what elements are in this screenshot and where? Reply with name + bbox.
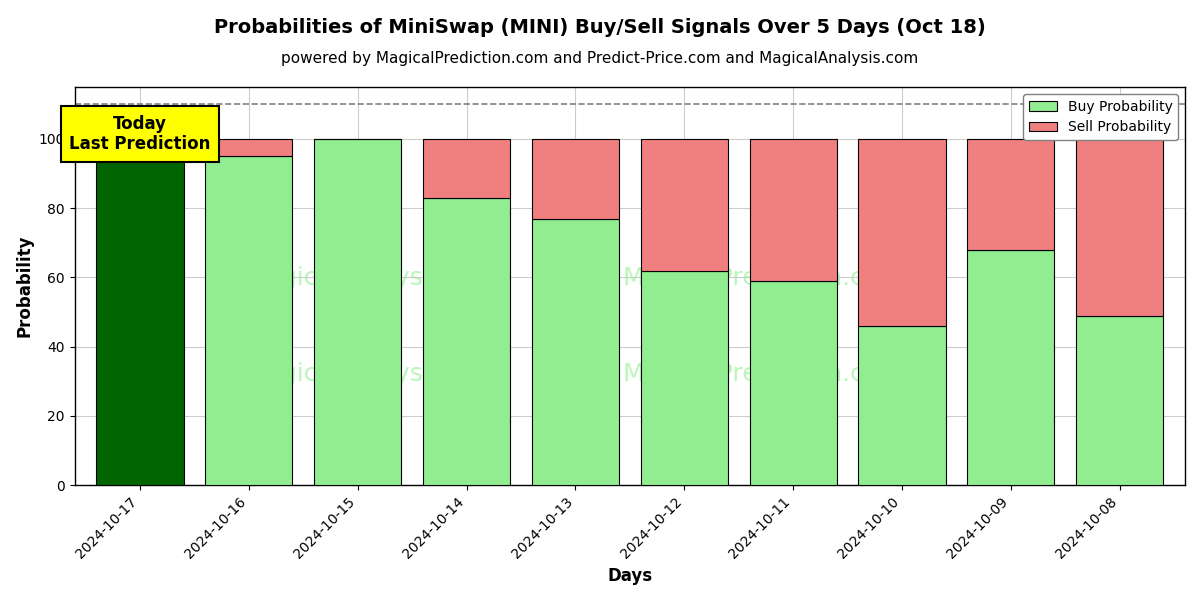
X-axis label: Days: Days [607,567,653,585]
Text: MagicalPrediction.com: MagicalPrediction.com [623,266,904,290]
Bar [532,139,619,218]
Bar [422,139,510,198]
Legend: Buy Probability, Sell Probability: Buy Probability, Sell Probability [1024,94,1178,140]
Bar [205,156,293,485]
Text: MagicalAnalysis.com: MagicalAnalysis.com [245,362,505,386]
Bar [641,271,727,485]
Bar [858,326,946,485]
Bar [422,198,510,485]
Text: powered by MagicalPrediction.com and Predict-Price.com and MagicalAnalysis.com: powered by MagicalPrediction.com and Pre… [281,51,919,66]
Text: MagicalPrediction.com: MagicalPrediction.com [623,362,904,386]
Bar [314,139,401,485]
Text: Today
Last Prediction: Today Last Prediction [70,115,211,154]
Bar [1076,316,1163,485]
Bar [96,139,184,160]
Y-axis label: Probability: Probability [16,235,34,337]
Bar [96,160,184,485]
Bar [1076,139,1163,316]
Bar [750,281,836,485]
Bar [641,139,727,271]
Bar [205,139,293,156]
Bar [750,139,836,281]
Bar [967,139,1055,250]
Text: Probabilities of MiniSwap (MINI) Buy/Sell Signals Over 5 Days (Oct 18): Probabilities of MiniSwap (MINI) Buy/Sel… [214,18,986,37]
Bar [967,250,1055,485]
Bar [532,218,619,485]
Text: MagicalAnalysis.com: MagicalAnalysis.com [245,266,505,290]
Bar [858,139,946,326]
